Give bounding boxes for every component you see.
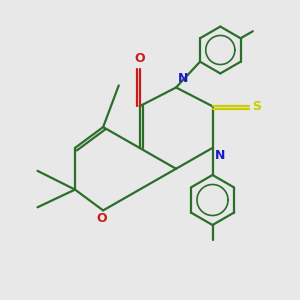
Text: N: N	[215, 149, 225, 163]
Text: O: O	[134, 52, 145, 65]
Text: S: S	[252, 100, 261, 113]
Text: O: O	[96, 212, 107, 225]
Text: N: N	[178, 72, 188, 85]
